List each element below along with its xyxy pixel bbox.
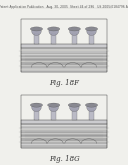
Bar <box>21 62 107 64</box>
Ellipse shape <box>87 27 96 35</box>
Ellipse shape <box>70 27 79 35</box>
Bar <box>21 124 107 127</box>
Ellipse shape <box>70 103 79 112</box>
Bar <box>21 135 107 137</box>
Bar <box>89 110 94 120</box>
Ellipse shape <box>85 103 98 107</box>
Bar <box>21 127 107 129</box>
Bar <box>35 43 38 44</box>
Ellipse shape <box>30 103 43 107</box>
Ellipse shape <box>30 27 43 31</box>
Text: Fig. 18G: Fig. 18G <box>49 155 79 163</box>
Bar <box>35 119 38 120</box>
Text: Patent Application Publication   Aug. 30, 2005  Sheet 44 of 296   US 2005/018479: Patent Application Publication Aug. 30, … <box>0 5 128 9</box>
Ellipse shape <box>68 27 81 31</box>
Text: Fig. 18F: Fig. 18F <box>49 79 79 87</box>
Bar <box>21 56 107 59</box>
Bar <box>21 130 107 132</box>
Bar <box>21 19 107 72</box>
Bar <box>21 48 107 50</box>
Bar <box>51 110 56 120</box>
Bar <box>21 120 107 124</box>
Bar <box>21 67 107 69</box>
Bar <box>89 33 94 44</box>
Ellipse shape <box>47 27 60 31</box>
Bar <box>21 140 107 143</box>
Bar <box>72 43 76 44</box>
Bar <box>72 119 76 120</box>
Ellipse shape <box>68 103 81 107</box>
Bar <box>90 43 93 44</box>
Bar <box>21 95 107 148</box>
Bar <box>90 119 93 120</box>
Bar <box>34 110 39 120</box>
Bar <box>21 64 107 67</box>
Bar <box>21 44 107 48</box>
Ellipse shape <box>85 27 98 31</box>
Bar <box>72 33 77 44</box>
Bar <box>21 146 107 148</box>
Ellipse shape <box>32 27 41 35</box>
Ellipse shape <box>49 27 58 35</box>
Ellipse shape <box>47 103 60 107</box>
Bar <box>21 59 107 61</box>
Bar <box>21 70 107 72</box>
Bar <box>21 51 107 53</box>
Ellipse shape <box>87 103 96 112</box>
Ellipse shape <box>49 103 58 112</box>
Bar <box>21 138 107 140</box>
Bar <box>52 43 56 44</box>
Bar <box>34 33 39 44</box>
Bar <box>21 132 107 135</box>
Bar <box>21 53 107 56</box>
Bar <box>72 110 77 120</box>
Bar <box>51 33 56 44</box>
Ellipse shape <box>32 103 41 112</box>
Bar <box>52 119 56 120</box>
Bar <box>21 143 107 146</box>
